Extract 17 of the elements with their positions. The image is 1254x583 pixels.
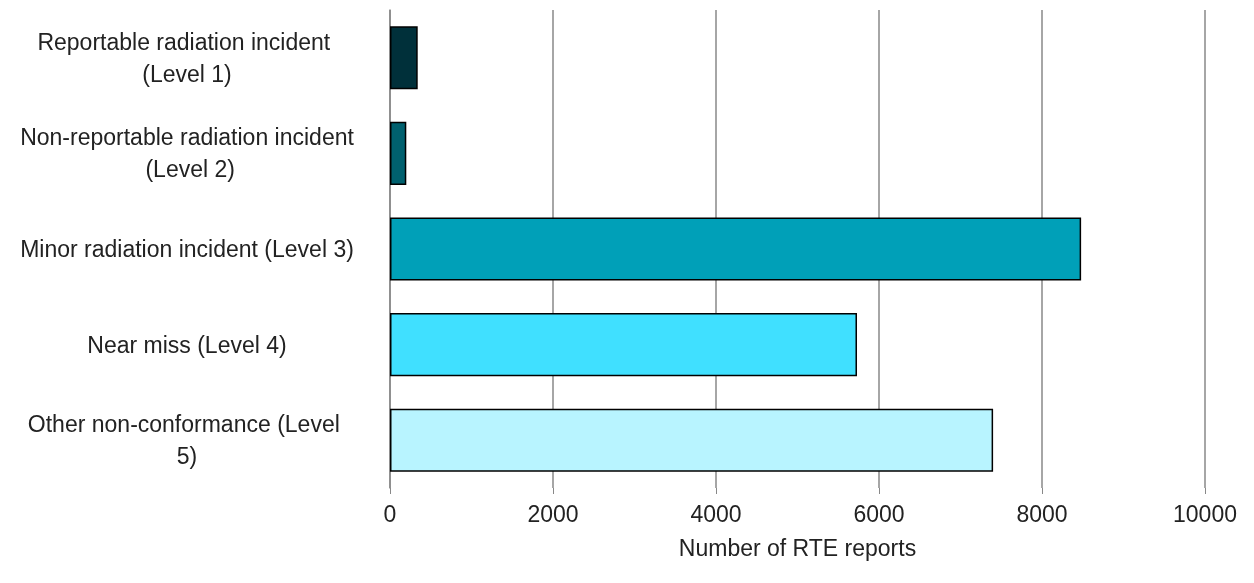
x-axis-title: Number of RTE reports (678, 534, 917, 561)
x-tick-label: 6000 (853, 500, 905, 527)
y-tick-label: Near miss (Level 4) (87, 331, 287, 358)
y-tick-label: Minor radiation incident (Level 3) (20, 236, 354, 262)
x-tick-label: 0 (383, 500, 397, 527)
y-tick-label: Reportable radiation incident (Level 1) (37, 28, 337, 87)
x-tick-label: 8000 (1016, 500, 1068, 527)
x-tick-label: 4000 (690, 500, 742, 527)
x-tick-label: 2000 (527, 500, 579, 527)
bar (390, 121, 407, 185)
bar (390, 408, 994, 472)
x-tick-label: 10000 (1173, 500, 1237, 527)
bar (390, 313, 857, 377)
y-tick-label: Non-reportable radiation incident (Level 2) (20, 124, 355, 183)
bar (390, 217, 1082, 281)
y-tick-label: Other non-conformance (Level 5) (27, 411, 347, 470)
bar (390, 26, 418, 90)
